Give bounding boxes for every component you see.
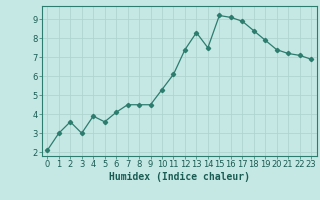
X-axis label: Humidex (Indice chaleur): Humidex (Indice chaleur)	[109, 172, 250, 182]
